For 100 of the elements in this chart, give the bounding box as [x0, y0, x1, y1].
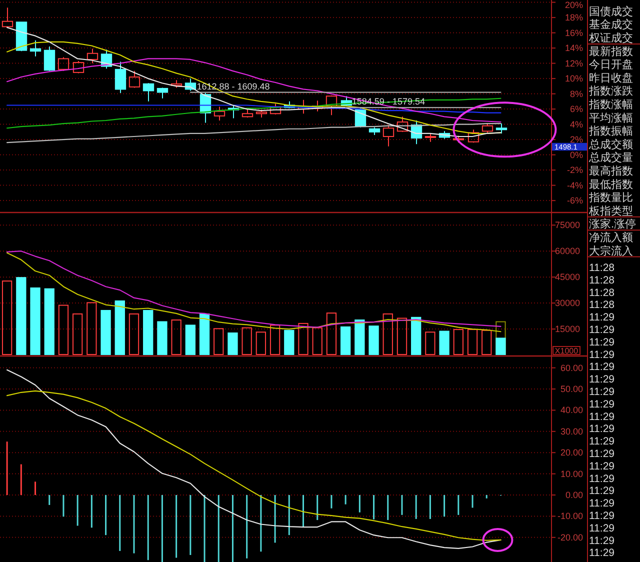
- bar: [312, 327, 322, 355]
- text: 11:29: [589, 361, 615, 374]
- y-tick-label: 15000: [554, 324, 580, 334]
- y-tick-label: 14%: [564, 43, 583, 54]
- y-tick-label: 20%: [564, 0, 583, 10]
- y-tick-label: -20.00: [557, 532, 583, 542]
- text: 板指类型: [588, 204, 633, 218]
- y-tick-label: 8%: [570, 88, 583, 99]
- y-tick-label: 40.00: [560, 405, 583, 416]
- bar: [482, 330, 492, 355]
- y-tick-label: 12%: [564, 58, 583, 68]
- line-series: [6, 122, 502, 144]
- text: 净流入额: [589, 230, 633, 244]
- text: 总成交额: [588, 138, 633, 151]
- bar: [58, 304, 69, 355]
- bar: [256, 332, 266, 355]
- y-tick-label: 45000: [554, 272, 580, 282]
- y-tick-label: 16%: [564, 28, 583, 38]
- bar: [228, 332, 238, 355]
- text: 11:28: [589, 299, 615, 312]
- text: 最新指数: [589, 44, 633, 58]
- y-tick-label: 4%: [570, 119, 583, 130]
- y-axis-title: X1000: [554, 346, 579, 356]
- bar: [284, 330, 294, 355]
- text: 11:28: [589, 274, 615, 286]
- text: 最低指数: [589, 178, 633, 191]
- y-tick-label: -2%: [566, 165, 583, 176]
- text: 昨日收盘: [589, 72, 633, 84]
- bar: [157, 321, 168, 355]
- bar: [298, 322, 308, 355]
- bar: [496, 338, 506, 355]
- text: 最高指数: [589, 164, 633, 178]
- text: 涨家.涨停: [589, 218, 636, 231]
- text: 11:29: [589, 534, 615, 547]
- bar: [214, 328, 224, 355]
- bar: [114, 300, 125, 355]
- bar: [326, 312, 337, 355]
- y-tick-label: 30000: [554, 298, 580, 308]
- bar: [128, 313, 140, 355]
- candlestick: [114, 61, 126, 94]
- bar: [143, 310, 154, 355]
- y-tick-label: 60000: [554, 246, 580, 256]
- y-tick-label: 50.00: [560, 384, 583, 394]
- text: 11:29: [589, 410, 615, 423]
- text: 基金成交: [589, 18, 633, 32]
- y-tick-label: 0%: [570, 150, 583, 160]
- candlestick: [214, 106, 226, 121]
- text: 11:29: [589, 485, 615, 498]
- bar: [270, 324, 280, 355]
- text: 11:29: [589, 436, 615, 448]
- bar: [396, 318, 408, 355]
- text: 11:29: [589, 324, 615, 336]
- bar: [382, 313, 393, 355]
- text: 11:28: [589, 286, 615, 299]
- text: 权证成交: [588, 31, 633, 44]
- text: 11:29: [589, 374, 615, 386]
- text: 指数振幅: [588, 126, 633, 138]
- text: 大宗流入: [589, 244, 633, 258]
- bar: [453, 329, 464, 355]
- text: 11:28: [589, 262, 615, 274]
- bar: [44, 288, 54, 355]
- text: 11:29: [589, 510, 615, 522]
- text: 11:29: [589, 522, 615, 534]
- text: 指数涨跌: [588, 86, 633, 98]
- y-tick-label: -6%: [566, 196, 583, 206]
- bar: [368, 326, 379, 355]
- text: 平均涨幅: [589, 112, 633, 124]
- candlestick: [30, 40, 42, 57]
- y-tick-label: 60.00: [560, 362, 583, 373]
- text: 指数涨幅: [588, 98, 633, 111]
- text: 11:29: [589, 423, 615, 436]
- y-tick-label: 0.00: [565, 490, 583, 500]
- bar: [199, 313, 210, 355]
- bar: [425, 332, 436, 355]
- bar: [30, 287, 40, 355]
- text: 11:29: [589, 348, 615, 361]
- bar: [72, 313, 83, 355]
- candlestick: [382, 124, 394, 147]
- text: 指数量比: [588, 191, 633, 204]
- y-tick-label: 18%: [564, 12, 583, 23]
- y-tick-label: -10.00: [557, 511, 583, 522]
- text: 11:29: [589, 448, 615, 460]
- bar: [354, 320, 365, 355]
- bar: [2, 280, 12, 355]
- y-tick-label: 6%: [570, 104, 583, 114]
- candlestick: [142, 82, 154, 102]
- text: 11:29: [589, 472, 615, 485]
- text: 11:29: [589, 547, 615, 560]
- bar: [185, 324, 196, 355]
- bar: [411, 316, 422, 355]
- text: 总成交量: [588, 151, 633, 164]
- y-tick-label: 20.00: [560, 448, 583, 458]
- text: 国债成交: [589, 4, 633, 18]
- bar: [171, 320, 182, 355]
- text: 11:29: [589, 386, 615, 398]
- text: 11:29: [589, 498, 615, 510]
- text: 今日开盘: [589, 59, 633, 72]
- bar: [242, 327, 252, 355]
- bar: [16, 277, 26, 355]
- bar: [340, 326, 351, 355]
